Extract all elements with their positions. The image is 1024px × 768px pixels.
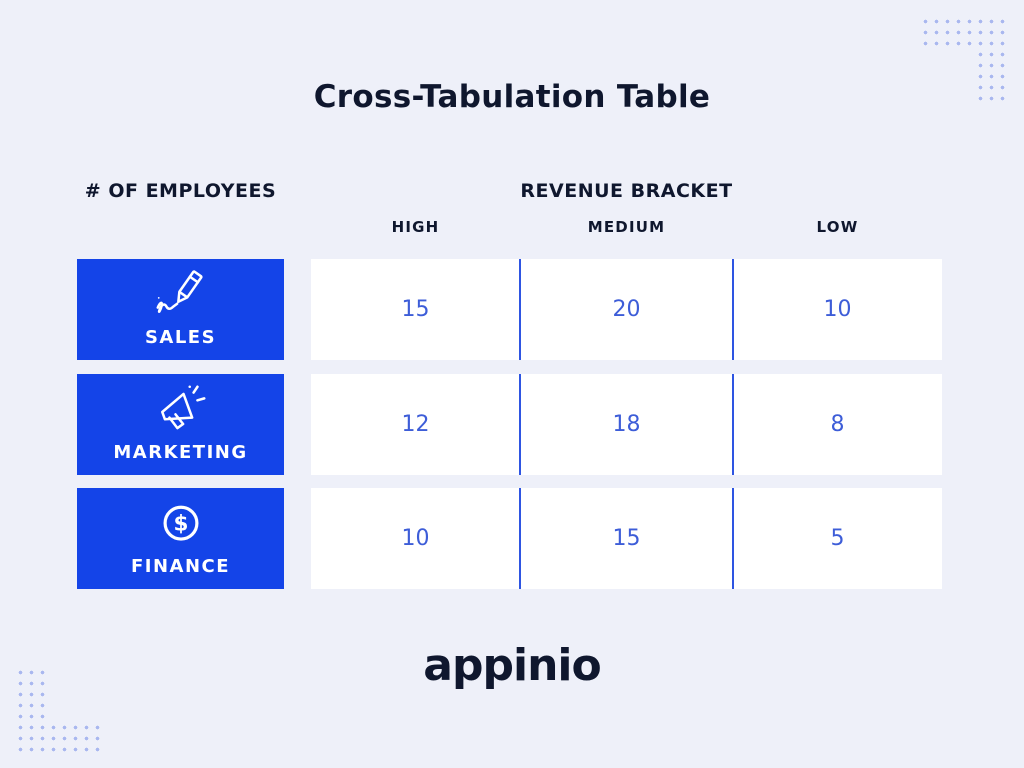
- cell-sales-medium: 20: [612, 297, 641, 322]
- cell-marketing-high: 12: [401, 412, 430, 437]
- table-row-marketing: 12 18 8: [311, 374, 942, 475]
- dollar-coin-icon: $: [163, 505, 198, 541]
- row-label-text: FINANCE: [130, 556, 231, 577]
- column-divider: [519, 374, 521, 475]
- pencil-signature-icon: [156, 270, 203, 313]
- cell-finance-medium: 15: [612, 526, 641, 551]
- column-label-high: HIGH: [391, 218, 440, 236]
- dot-pattern-bottom-left: [15, 722, 103, 755]
- megaphone-icon: [160, 385, 206, 430]
- dot-pattern-bottom-left: [15, 667, 48, 722]
- cell-marketing-medium: 18: [612, 412, 641, 437]
- row-label-marketing: MARKETING: [77, 374, 284, 475]
- column-divider: [732, 259, 734, 360]
- svg-text:$: $: [173, 512, 188, 537]
- row-label-sales: SALES: [77, 259, 284, 360]
- cell-finance-high: 10: [401, 526, 430, 551]
- column-label-medium: MEDIUM: [587, 218, 666, 236]
- cell-marketing-low: 8: [830, 412, 845, 437]
- table-row-finance: 10 15 5: [311, 488, 942, 589]
- row-label-text: MARKETING: [113, 442, 248, 463]
- cell-sales-high: 15: [401, 297, 430, 322]
- dot-pattern-top-right: [975, 49, 1008, 104]
- column-label-low: LOW: [816, 218, 859, 236]
- appinio-logo: appinio: [423, 640, 601, 691]
- column-divider: [732, 488, 734, 589]
- column-divider: [519, 259, 521, 360]
- cell-sales-low: 10: [823, 297, 852, 322]
- table-row-sales: 15 20 10: [311, 259, 942, 360]
- cell-finance-low: 5: [830, 526, 845, 551]
- dot-pattern-top-right: [920, 16, 1008, 49]
- page-title: Cross-Tabulation Table: [313, 79, 711, 115]
- col-dimension-header: REVENUE BRACKET: [520, 180, 733, 202]
- row-dimension-header: # OF EMPLOYEES: [84, 180, 277, 202]
- row-label-text: SALES: [144, 327, 217, 348]
- column-divider: [732, 374, 734, 475]
- row-label-finance: $ FINANCE: [77, 488, 284, 589]
- column-divider: [519, 488, 521, 589]
